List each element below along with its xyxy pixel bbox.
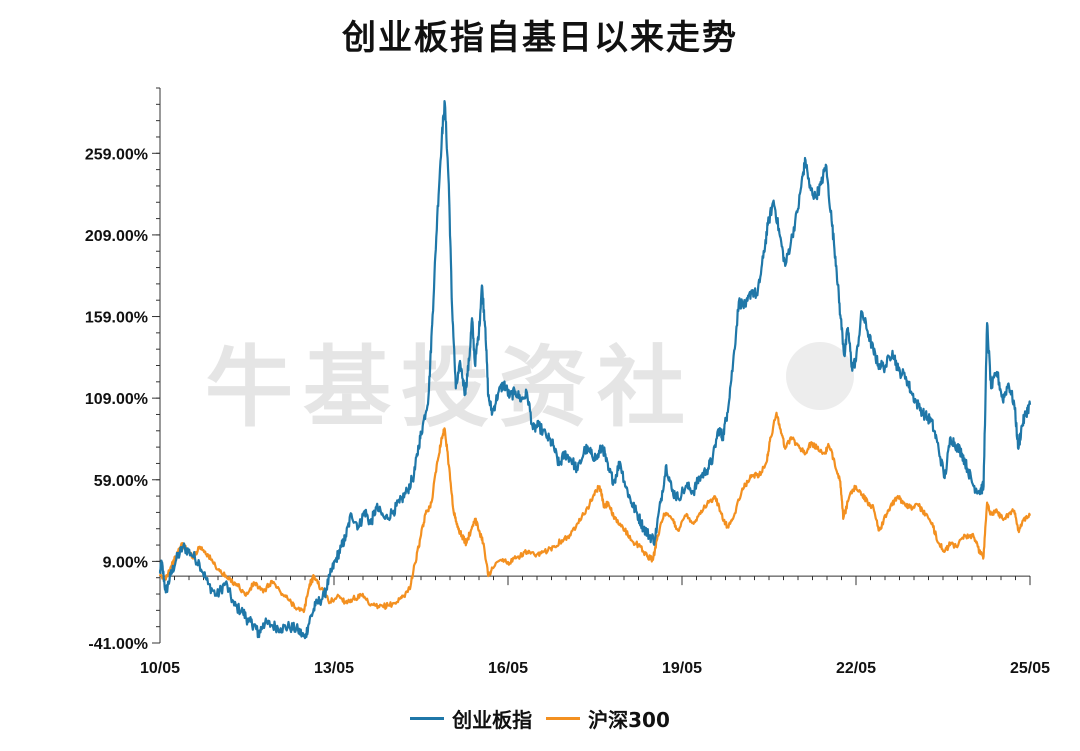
- series-line-chinext: [158, 100, 1032, 640]
- y-tick-label: 159.00%: [85, 310, 148, 327]
- x-tick-label: 16/05: [488, 660, 528, 677]
- watermark: 牛基投资社: [205, 336, 854, 439]
- x-tick-label: 13/05: [314, 660, 354, 677]
- line-chart: 牛基投资社 -41.00% 9.00% 59.00% 109.00% 159.00% 20…: [85, 87, 1050, 677]
- y-tick-label: 259.00%: [85, 146, 148, 163]
- y-tick-label: 59.00%: [94, 473, 148, 490]
- legend-swatch: [546, 717, 581, 720]
- y-tick-label: -41.00%: [88, 636, 148, 653]
- x-tick-label: 25/05: [1010, 660, 1050, 677]
- watermark-text: 牛基投资社: [205, 336, 695, 439]
- y-tick-label: 9.00%: [103, 554, 148, 571]
- y-tick-label: 209.00%: [85, 228, 148, 245]
- chart-title: 创业板指自基日以来走势: [342, 18, 738, 58]
- legend-item-chinext: 创业板指: [410, 704, 532, 733]
- series-line-csi300: [158, 411, 1032, 614]
- legend-label: 沪深300: [588, 708, 670, 732]
- series-layer: [158, 100, 1032, 640]
- watermark-logo-icon: [786, 342, 854, 410]
- legend-item-csi300: 沪深300: [546, 704, 670, 733]
- legend-swatch: [410, 717, 445, 720]
- x-tick-label: 22/05: [836, 660, 876, 677]
- chart-axes: -41.00% 9.00% 59.00% 109.00% 159.00% 209.00% 2…: [85, 87, 1050, 677]
- chart-legend: 创业板指 沪深300: [0, 704, 1080, 733]
- legend-label: 创业板指: [452, 708, 533, 732]
- x-tick-label: 10/05: [140, 660, 180, 677]
- y-tick-label: 109.00%: [85, 391, 148, 408]
- x-tick-label: 19/05: [662, 660, 702, 677]
